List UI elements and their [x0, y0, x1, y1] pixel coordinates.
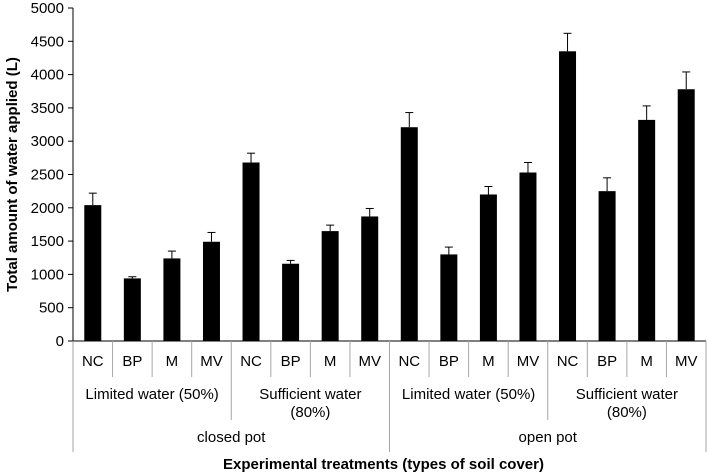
y-axis-title: Total amount of water applied (L) — [4, 57, 21, 292]
group-label: Limited water (50%) — [402, 386, 535, 403]
bar — [598, 191, 616, 341]
pot-label: closed pot — [197, 429, 266, 446]
category-label: NC — [82, 353, 104, 370]
y-tick-label: 0 — [56, 333, 64, 350]
error-bars — [88, 32, 691, 279]
group-label: (80%) — [290, 404, 330, 421]
group-label: Limited water (50%) — [85, 386, 218, 403]
category-label: MV — [200, 353, 223, 370]
bar — [202, 241, 220, 341]
y-tick-label: 5000 — [31, 0, 64, 17]
y-tick-label: 4500 — [31, 33, 64, 50]
bar — [440, 254, 458, 341]
category-label: NC — [240, 353, 262, 370]
category-label: BP — [439, 353, 459, 370]
bar — [321, 231, 339, 341]
bar — [84, 205, 102, 341]
category-axis: NC BP M MV NC BP M MV NC BP M MV NC BP M MV Limited wate… — [72, 341, 707, 452]
y-tick-label: 3500 — [31, 100, 64, 117]
category-label: MV — [358, 353, 381, 370]
bar — [559, 51, 577, 341]
bar — [400, 127, 418, 342]
category-label: BP — [122, 353, 142, 370]
category-label: M — [482, 353, 495, 370]
category-label: M — [640, 353, 653, 370]
x-axis-title: Experimental treatments (types of soil c… — [223, 456, 544, 473]
bar — [163, 258, 181, 341]
bar — [519, 172, 537, 341]
category-label: MV — [675, 353, 698, 370]
category-label: M — [166, 353, 179, 370]
y-tick-label: 1000 — [31, 266, 64, 283]
bar — [361, 216, 379, 341]
y-tick-label: 3000 — [31, 133, 64, 150]
bar — [123, 278, 141, 341]
y-tick-label: 1500 — [31, 233, 64, 250]
pot-label: open pot — [519, 429, 578, 446]
group-label: (80%) — [607, 404, 647, 421]
y-tick-label: 4000 — [31, 67, 64, 84]
bar — [282, 263, 300, 341]
category-label: BP — [281, 353, 301, 370]
category-label: MV — [517, 353, 540, 370]
group-label: Sufficient water — [259, 386, 361, 403]
category-label: NC — [557, 353, 579, 370]
y-tick-label: 500 — [39, 300, 64, 317]
bar — [638, 119, 656, 341]
bar — [677, 89, 695, 341]
bar — [242, 162, 260, 341]
category-label: BP — [597, 353, 617, 370]
category-label: M — [324, 353, 337, 370]
bar — [479, 194, 497, 341]
group-label: Sufficient water — [576, 386, 678, 403]
bar-series — [84, 51, 695, 342]
category-label: NC — [398, 353, 420, 370]
y-tick-label: 2500 — [31, 167, 64, 184]
y-axis-ticks: 0 500 1000 1500 2000 2500 3000 3500 4000 4500 5000 — [31, 0, 73, 350]
y-tick-label: 2000 — [31, 200, 64, 217]
